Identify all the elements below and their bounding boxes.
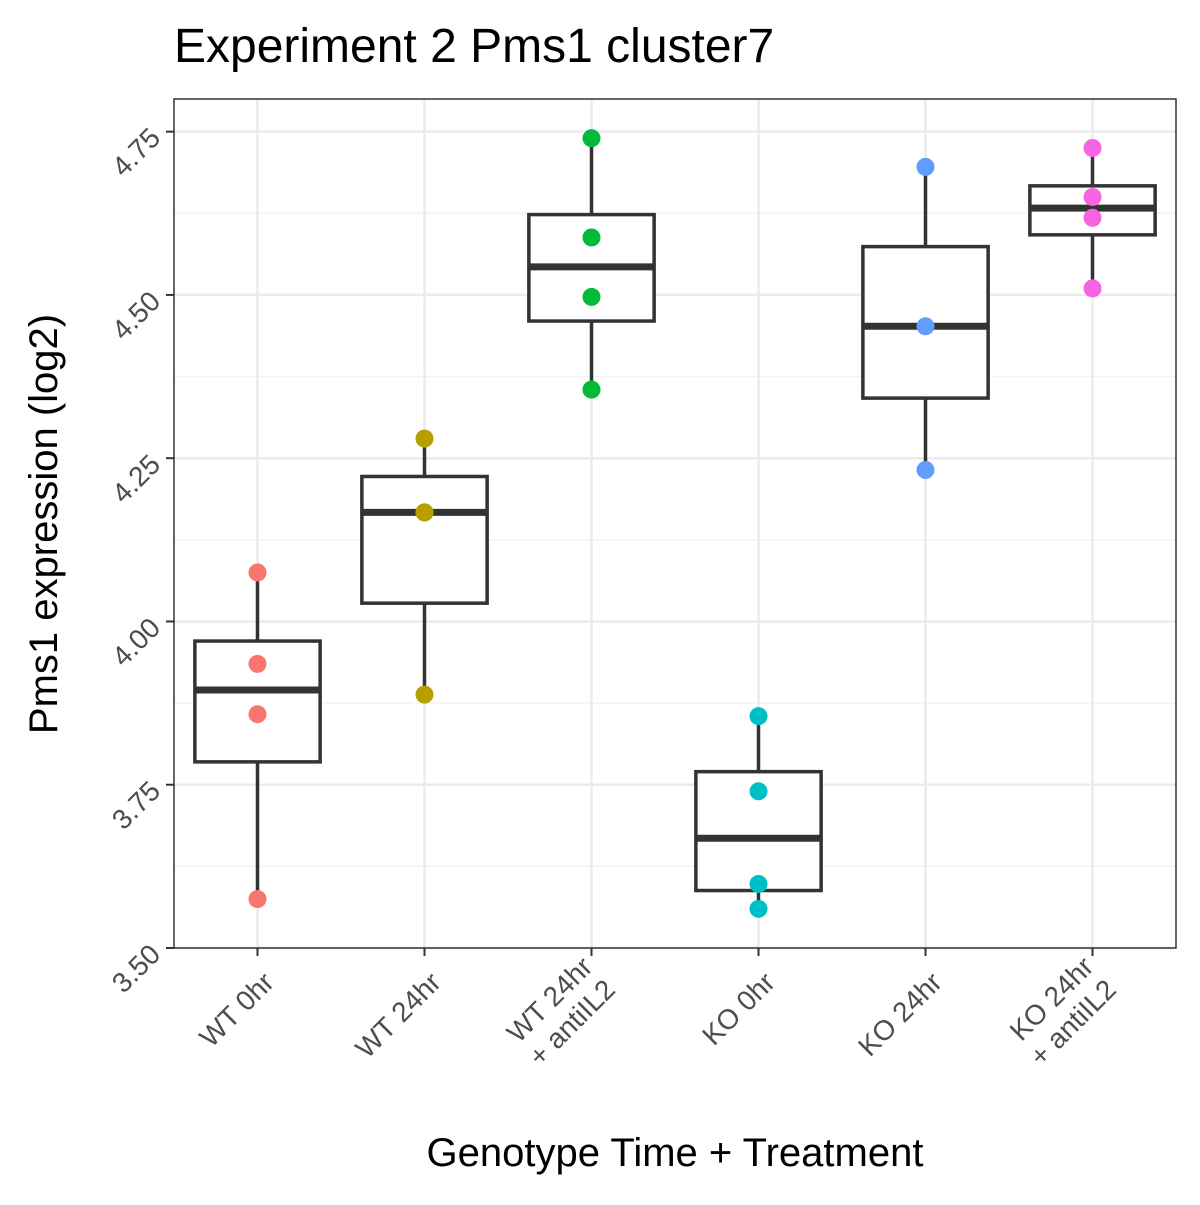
data-point: [749, 707, 768, 726]
data-point: [749, 899, 768, 918]
boxes: [193, 138, 1157, 903]
x-tick-label-line: WT 0hr: [193, 966, 279, 1052]
chart-title: Experiment 2 Pms1 cluster7: [174, 20, 774, 73]
data-point: [916, 157, 935, 176]
y-tick-label: 4.00: [106, 612, 166, 672]
y-tick-label: 4.25: [106, 449, 166, 509]
x-tick-label: KO 24hr+ antiIL2: [1001, 951, 1122, 1072]
data-point: [415, 429, 434, 448]
x-axis-title: Genotype Time + Treatment: [427, 1131, 924, 1175]
x-tick-label-line: KO 24hr: [852, 966, 948, 1062]
points: [248, 129, 1102, 918]
x-tick-label: WT 0hr: [193, 966, 279, 1052]
x-tick-label: WT 24hr+ antiIL2: [500, 951, 621, 1072]
data-point: [1083, 208, 1102, 227]
data-point: [582, 129, 601, 148]
data-point: [248, 890, 267, 909]
data-point: [248, 705, 267, 724]
x-tick-label: KO 24hr: [852, 966, 948, 1062]
y-tick-label: 4.50: [106, 285, 166, 345]
grid: [174, 99, 1176, 950]
data-point: [1083, 279, 1102, 298]
data-point: [1083, 138, 1102, 157]
data-point: [415, 503, 434, 522]
y-tick-label: 3.75: [106, 775, 166, 835]
y-tick-label: 3.50: [106, 938, 166, 998]
x-tick-label-line: WT 24hr: [349, 966, 446, 1063]
data-point: [582, 287, 601, 306]
data-point: [248, 654, 267, 673]
data-point: [916, 317, 935, 336]
data-point: [582, 228, 601, 247]
data-point: [582, 380, 601, 399]
data-point: [749, 782, 768, 801]
x-tick-label: WT 24hr: [349, 966, 446, 1063]
x-tick-label-line: KO 0hr: [696, 966, 781, 1051]
data-point: [248, 563, 267, 582]
data-point: [1083, 187, 1102, 206]
y-axis-title: Pms1 expression (log2): [22, 314, 66, 734]
panel-border: [173, 98, 1177, 949]
y-tick-label: 4.75: [106, 122, 166, 182]
box: [360, 474, 489, 605]
data-point: [916, 460, 935, 479]
x-tick-label: KO 0hr: [696, 966, 781, 1051]
data-point: [749, 874, 768, 893]
data-point: [415, 685, 434, 704]
